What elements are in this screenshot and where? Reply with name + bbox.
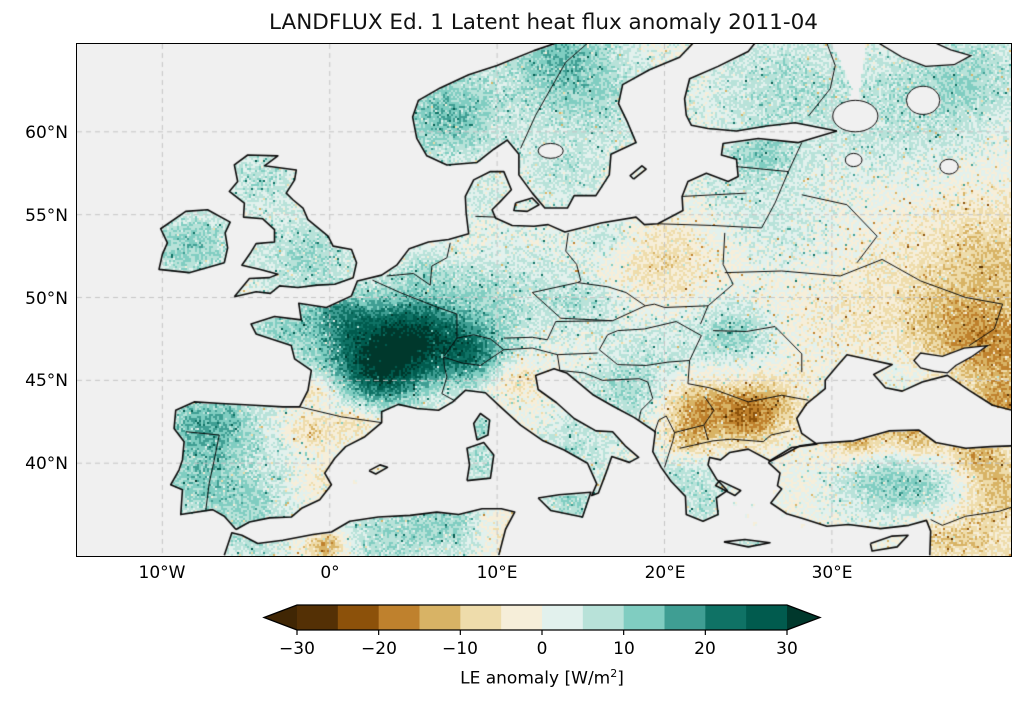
colorbar-segment — [746, 605, 788, 630]
colorbar-over-arrow — [787, 605, 820, 630]
colorbar-segment — [378, 605, 420, 630]
y-tick-50n: 50°N — [25, 289, 68, 309]
x-tick-10w: 10°W — [138, 563, 186, 583]
y-tick-60n: 60°N — [25, 123, 68, 143]
colorbar-label-superscript: 2 — [610, 667, 618, 680]
colorbar-under-arrow — [264, 605, 297, 630]
colorbar-segment — [705, 605, 747, 630]
colorbar-tick-0: 0 — [536, 639, 548, 659]
y-tick-55n: 55°N — [25, 206, 68, 226]
map-plot-area — [76, 43, 1012, 557]
colorbar-segment — [542, 605, 584, 630]
colorbar-label-prefix: LE anomaly [W/m — [460, 668, 611, 689]
x-tick-0: 0° — [320, 563, 340, 583]
colorbar-tick-m10: −10 — [442, 639, 478, 659]
colorbar-tick-m30: −30 — [279, 639, 315, 659]
colorbar-label-suffix: ] — [617, 668, 624, 689]
colorbar-tick-30: 30 — [776, 639, 798, 659]
colorbar-segment — [419, 605, 461, 630]
colorbar-label: LE anomaly [W/m2] — [255, 667, 829, 689]
colorbar-segment — [501, 605, 543, 630]
colorbar — [262, 604, 822, 635]
colorbar-segment — [664, 605, 706, 630]
colorbar-segment — [337, 605, 380, 630]
colorbar-tick-m20: −20 — [361, 639, 397, 659]
colorbar-segment — [460, 605, 502, 630]
x-tick-10e: 10°E — [476, 563, 518, 583]
y-tick-40n: 40°N — [25, 454, 68, 474]
colorbar-segment — [297, 605, 339, 630]
europe-anomaly-map-canvas — [77, 44, 1011, 556]
colorbar-tick-20: 20 — [694, 639, 716, 659]
x-tick-30e: 30°E — [811, 563, 853, 583]
colorbar-segment — [623, 605, 665, 630]
chart-title: LANDFLUX Ed. 1 Latent heat flux anomaly … — [269, 10, 818, 35]
colorbar-tick-10: 10 — [613, 639, 635, 659]
x-tick-20e: 20°E — [644, 563, 686, 583]
y-tick-45n: 45°N — [25, 371, 68, 391]
colorbar-segment — [582, 605, 625, 630]
